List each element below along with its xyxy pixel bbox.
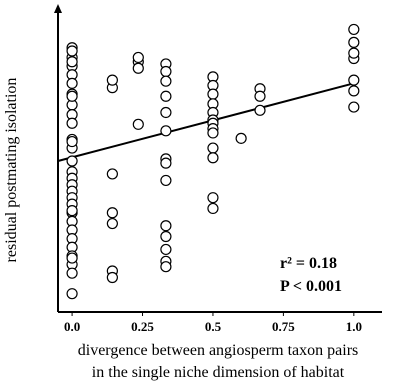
- x-tick-label: 0.0: [64, 319, 80, 334]
- data-point: [207, 127, 219, 139]
- data-point: [66, 267, 78, 279]
- data-point: [160, 261, 172, 273]
- x-tick-group: 0.0 0.25 0.5 0.75 1.0: [64, 312, 362, 334]
- data-point: [254, 90, 266, 102]
- data-point: [235, 132, 247, 144]
- data-point: [106, 271, 118, 284]
- x-tick-label: 1.0: [346, 319, 362, 334]
- data-point: [348, 47, 360, 59]
- data-point: [207, 88, 219, 100]
- data-points: [66, 23, 360, 300]
- data-point: [66, 90, 78, 102]
- data-point: [160, 220, 172, 232]
- data-point: [160, 106, 172, 119]
- x-axis-label-line-2: in the single niche dimension of habitat: [92, 364, 345, 381]
- data-point: [66, 155, 78, 167]
- data-point: [66, 77, 78, 89]
- data-point: [66, 45, 78, 57]
- data-point: [106, 217, 118, 230]
- data-point: [348, 74, 360, 86]
- data-point: [106, 207, 118, 219]
- data-point: [160, 230, 172, 243]
- y-axis-arrow-icon: [54, 4, 62, 13]
- data-point: [132, 118, 144, 130]
- data-point: [66, 288, 78, 300]
- data-point: [160, 243, 172, 256]
- x-tick-label: 0.5: [205, 319, 222, 334]
- data-point: [66, 56, 78, 68]
- x-tick-label: 0.75: [272, 319, 295, 334]
- data-point: [66, 117, 78, 129]
- data-point: [66, 205, 78, 217]
- data-point: [160, 174, 172, 187]
- data-point: [160, 75, 172, 87]
- data-point: [348, 36, 360, 48]
- data-point: [160, 157, 172, 169]
- data-point: [106, 168, 118, 180]
- data-point: [348, 85, 360, 97]
- x-tick-label: 0.25: [131, 319, 154, 334]
- data-point: [132, 62, 144, 74]
- data-point: [348, 23, 360, 36]
- data-point: [160, 125, 172, 137]
- data-point: [66, 252, 78, 264]
- data-point: [207, 152, 219, 164]
- data-point: [207, 142, 219, 154]
- data-point: [132, 51, 144, 64]
- data-point: [207, 192, 219, 204]
- data-point: [207, 202, 219, 215]
- regression-line: [57, 82, 355, 162]
- r-squared-annotation: r² = 0.18: [280, 255, 337, 272]
- data-point: [160, 90, 172, 102]
- data-point: [66, 135, 78, 148]
- p-value-annotation: P < 0.001: [280, 278, 342, 295]
- data-point: [254, 104, 266, 116]
- data-point: [160, 65, 172, 78]
- x-axis-label-line-1: divergence between angiosperm taxon pair…: [78, 342, 359, 359]
- data-point: [348, 101, 360, 113]
- data-point: [106, 74, 118, 86]
- y-axis-label: residual postmating isolation: [3, 78, 20, 263]
